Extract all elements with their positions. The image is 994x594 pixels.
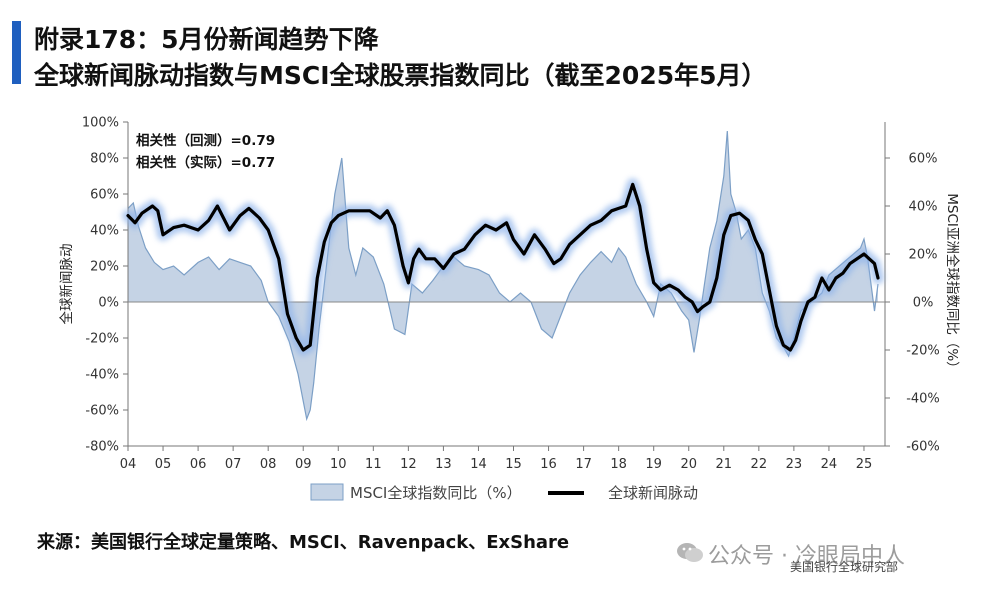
y-right-tick-label: 0% bbox=[913, 296, 934, 311]
correlation-annotation: 相关性（回测）=0.79 bbox=[136, 132, 275, 149]
y-right-tick-label: -20% bbox=[906, 344, 940, 359]
x-tick-label: 22 bbox=[751, 457, 768, 472]
y-right-tick-label: 20% bbox=[909, 248, 938, 263]
x-tick-label: 17 bbox=[575, 457, 592, 472]
y-left-tick-label: -20% bbox=[85, 332, 119, 347]
y-left-tick-label: -40% bbox=[85, 368, 119, 383]
title-accent-bar bbox=[12, 21, 21, 84]
x-tick-label: 07 bbox=[225, 457, 242, 472]
axes-layer bbox=[123, 121, 890, 451]
chart-title: 全球新闻脉动指数与MSCI全球股票指数同比（截至2025年5月） bbox=[34, 61, 767, 90]
x-tick-label: 23 bbox=[786, 457, 803, 472]
x-tick-label: 05 bbox=[155, 457, 172, 472]
x-tick-label: 06 bbox=[190, 457, 207, 472]
wechat-icon bbox=[677, 543, 703, 562]
watermark-subtext: 美国银行全球研究部 bbox=[790, 560, 899, 574]
watermark-text: 公众号 · 冷眼局中人 bbox=[708, 544, 905, 569]
x-tick-label: 25 bbox=[856, 457, 873, 472]
legend-label-news: 全球新闻脉动 bbox=[608, 484, 698, 502]
x-tick-label: 12 bbox=[400, 457, 417, 472]
y-left-tick-label: -80% bbox=[85, 440, 119, 455]
x-tick-label: 10 bbox=[330, 457, 347, 472]
news-line-layer bbox=[122, 178, 884, 356]
x-tick-label: 24 bbox=[821, 457, 838, 472]
x-tick-label: 21 bbox=[716, 457, 733, 472]
x-tick-label: 20 bbox=[680, 457, 697, 472]
y-left-tick-label: 80% bbox=[90, 152, 119, 167]
x-tick-label: 09 bbox=[295, 457, 312, 472]
y-left-tick-label: 60% bbox=[90, 188, 119, 203]
y-right-tick-label: 60% bbox=[909, 152, 938, 167]
text-layer: 100%80%60%40%20%0%-20%-40%-60%-80%60%40%… bbox=[58, 116, 961, 503]
x-tick-label: 11 bbox=[365, 457, 382, 472]
x-tick-label: 04 bbox=[120, 457, 137, 472]
x-tick-label: 18 bbox=[610, 457, 627, 472]
x-tick-label: 19 bbox=[645, 457, 662, 472]
x-tick-label: 14 bbox=[470, 457, 487, 472]
y-right-tick-label: -40% bbox=[906, 392, 940, 407]
y-left-tick-label: 100% bbox=[82, 116, 119, 131]
legend-swatch-msci bbox=[310, 483, 344, 501]
news-pulse-line bbox=[126, 182, 880, 352]
x-tick-label: 15 bbox=[505, 457, 522, 472]
page-title: 附录178：5月份新闻趋势下降 bbox=[34, 25, 379, 54]
y-left-tick-label: -60% bbox=[85, 404, 119, 419]
source-note: 来源：美国银行全球定量策略、MSCI、Ravenpack、ExShare bbox=[37, 532, 570, 553]
x-tick-label: 08 bbox=[260, 457, 277, 472]
legend-label-msci: MSCI全球指数同比（%） bbox=[350, 484, 522, 502]
y-left-axis-label: 全球新闻脉动 bbox=[58, 244, 75, 325]
x-tick-label: 16 bbox=[540, 457, 557, 472]
y-left-tick-label: 20% bbox=[90, 260, 119, 275]
y-right-tick-label: -60% bbox=[906, 440, 940, 455]
y-right-axis-label: MSCI亚洲全球指数同比（%） bbox=[944, 193, 961, 374]
correlation-annotation: 相关性（实际）=0.77 bbox=[136, 154, 275, 171]
y-left-tick-label: 40% bbox=[90, 224, 119, 239]
y-left-tick-label: 0% bbox=[98, 296, 119, 311]
y-right-tick-label: 40% bbox=[909, 200, 938, 215]
x-tick-label: 13 bbox=[435, 457, 452, 472]
